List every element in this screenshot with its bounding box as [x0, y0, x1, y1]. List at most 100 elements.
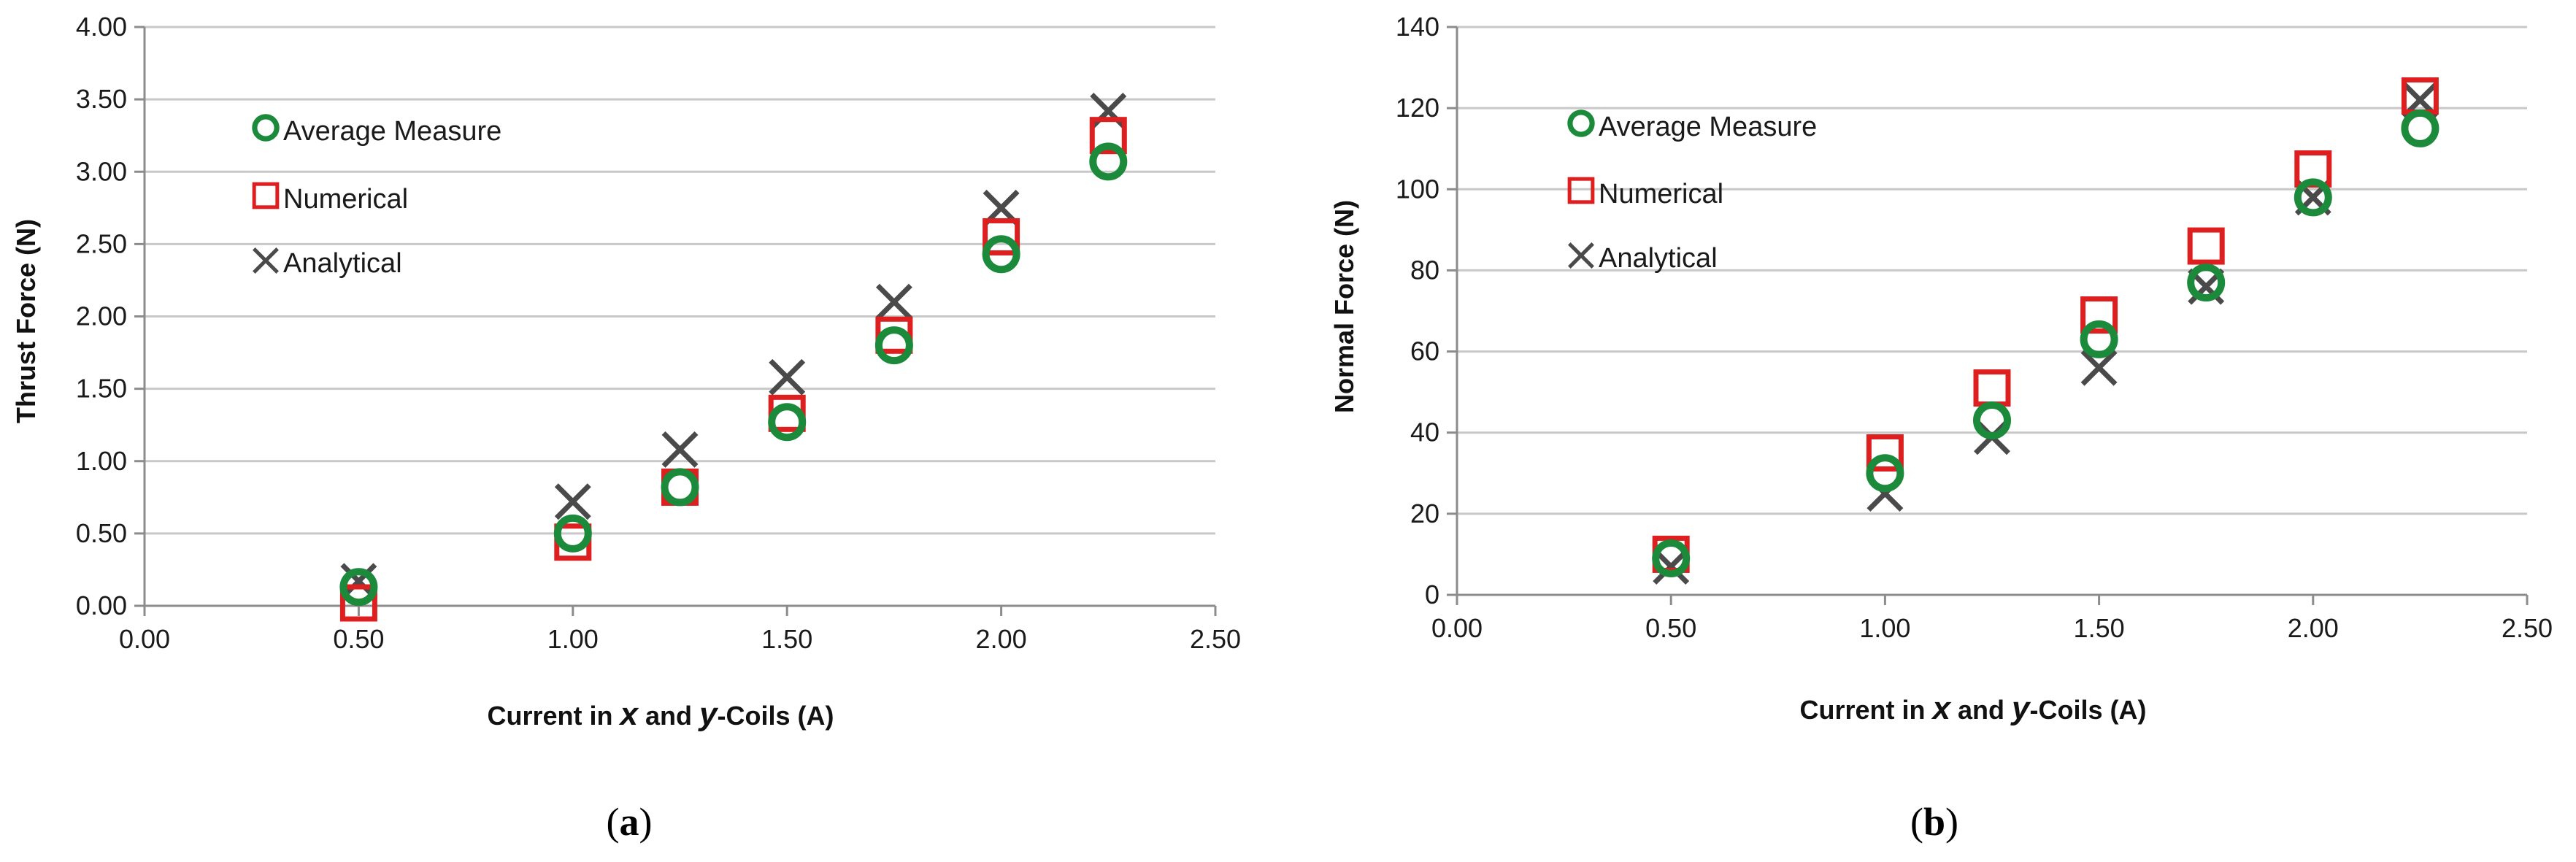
y-tick-label: 80	[1410, 255, 1439, 285]
marker-average-measure	[553, 514, 592, 553]
x-tick-label: 2.50	[2502, 613, 2553, 643]
marker-average-measure	[661, 468, 699, 507]
marker-numerical	[2187, 227, 2225, 265]
panel-letter-a: a	[620, 800, 639, 844]
y-tick-label: 0.00	[76, 590, 127, 620]
legend: Average Measure Numerical Analytical	[252, 114, 501, 279]
y-tick-label: 60	[1410, 336, 1439, 366]
marker-analytical	[983, 189, 1020, 226]
legend-label-average-measure: Average Measure	[283, 116, 501, 147]
y-tick-label: 2.50	[76, 228, 127, 258]
x-axis-title-suffix: -Coils (A)	[2030, 695, 2147, 725]
legend-swatch-numerical	[252, 182, 280, 209]
marker-analytical	[875, 283, 912, 320]
y-tick-label: 1.00	[76, 446, 127, 476]
legend-swatch-analytical	[253, 247, 279, 274]
marker-numerical	[339, 584, 377, 622]
marker-analytical	[1653, 548, 1690, 585]
axes	[1447, 26, 2529, 605]
y-tick-label: 2.00	[76, 301, 127, 331]
x-axis-title-y: y	[2010, 690, 2031, 726]
marker-numerical	[1089, 117, 1127, 155]
marker-average-measure	[768, 403, 807, 442]
marker-analytical	[554, 483, 591, 520]
x-tick-label: 2.00	[976, 624, 1027, 654]
y-tick-label: 0.50	[76, 518, 127, 548]
y-tick-labels: 0 20 40 60 80 100 120 140	[1396, 12, 1439, 609]
x-tick-label: 2.50	[1190, 624, 1241, 654]
x-tick-label: 1.00	[547, 624, 599, 654]
data-markers	[339, 93, 1128, 622]
gridlines	[145, 26, 1215, 535]
x-axis-title-prefix: Current in	[1800, 695, 1933, 725]
y-tick-label: 3.50	[76, 84, 127, 114]
marker-average-measure	[1866, 454, 1904, 493]
marker-average-measure	[2187, 263, 2226, 302]
x-axis-title: Current in x and y-Coils (A)	[488, 696, 834, 732]
marker-average-measure	[874, 326, 913, 365]
x-tick-label: 1.50	[2074, 613, 2125, 643]
marker-average-measure	[1973, 401, 2011, 440]
legend-swatch-analytical	[1568, 242, 1594, 269]
x-axis-title-x: x	[1931, 690, 1952, 726]
y-tick-label: 100	[1396, 174, 1439, 204]
legend-marker-average-measure	[252, 114, 280, 142]
legend-label-numerical: Numerical	[283, 184, 408, 215]
legend-label-analytical: Analytical	[1599, 243, 1718, 274]
x-axis-title-and: and	[638, 701, 699, 731]
chart-normal-force: 0 20 40 60 80 100 120 140 0.00 0.50 1.00 1.50 2.00 2…	[1329, 12, 2553, 844]
x-tick-labels: 0.00 0.50 1.00 1.50 2.00 2.50	[119, 624, 1241, 654]
marker-average-measure	[1089, 142, 1128, 181]
marker-average-measure	[339, 568, 378, 607]
marker-numerical	[983, 218, 1020, 255]
marker-numerical	[2080, 296, 2118, 334]
x-axis-title: Current in x and y-Coils (A)	[1800, 690, 2147, 726]
y-tick-label: 20	[1410, 499, 1439, 528]
x-tick-label: 0.50	[333, 624, 384, 654]
axes	[134, 26, 1217, 616]
legend-marker-analytical	[1568, 242, 1594, 269]
panel-label-a: (a)	[607, 800, 653, 844]
marker-analytical	[661, 431, 699, 468]
legend-marker-numerical	[1567, 177, 1595, 204]
marker-average-measure	[2294, 178, 2332, 217]
x-tick-label: 1.00	[1859, 613, 1910, 643]
y-tick-label: 3.00	[76, 156, 127, 186]
data-markers	[1652, 77, 2439, 585]
y-tick-label: 4.00	[76, 12, 127, 42]
marker-numerical	[875, 316, 913, 354]
legend-swatch-average-measure	[252, 114, 280, 142]
marker-analytical	[769, 358, 806, 396]
x-tick-label: 1.50	[761, 624, 812, 654]
y-tick-labels: 0.00 0.50 1.00 1.50 2.00 2.50 3.00 3.50 4.00	[76, 12, 127, 620]
x-tick-label: 0.00	[119, 624, 170, 654]
legend-swatch-numerical	[1567, 177, 1595, 204]
y-tick-label: 120	[1396, 93, 1439, 123]
marker-average-measure	[2401, 109, 2439, 147]
y-tick-label: 0	[1425, 580, 1439, 609]
marker-average-measure	[982, 235, 1020, 274]
legend-marker-analytical	[253, 247, 279, 274]
y-axis-title: Thrust Force (N)	[11, 219, 41, 423]
panel-letter-b: b	[1923, 800, 1945, 844]
x-tick-label: 0.00	[1431, 613, 1483, 643]
x-axis-title-suffix: -Coils (A)	[718, 701, 834, 731]
marker-numerical	[1866, 434, 1904, 472]
marker-numerical	[1973, 369, 2011, 407]
x-tick-labels: 0.00 0.50 1.00 1.50 2.00 2.50	[1431, 613, 2553, 643]
marker-average-measure	[1652, 539, 1691, 577]
legend-marker-numerical	[252, 182, 280, 209]
legend-label-analytical: Analytical	[283, 248, 402, 279]
x-axis-title-y: y	[698, 696, 719, 732]
legend-label-numerical: Numerical	[1599, 179, 1723, 209]
x-tick-label: 0.50	[1645, 613, 1696, 643]
legend-swatch-average-measure	[1567, 109, 1595, 137]
x-axis-title-prefix: Current in	[488, 701, 620, 731]
legend-label-average-measure: Average Measure	[1599, 112, 1817, 142]
legend: Average Measure Numerical Analytical	[1567, 109, 1817, 274]
y-tick-label: 140	[1396, 12, 1439, 42]
marker-average-measure	[2080, 320, 2118, 358]
chart-thrust-force: 0.00 0.50 1.00 1.50 2.00 2.50 3.00 3.50 4.00 0.0…	[11, 12, 1241, 844]
panel-label-b: (b)	[1910, 800, 1958, 844]
